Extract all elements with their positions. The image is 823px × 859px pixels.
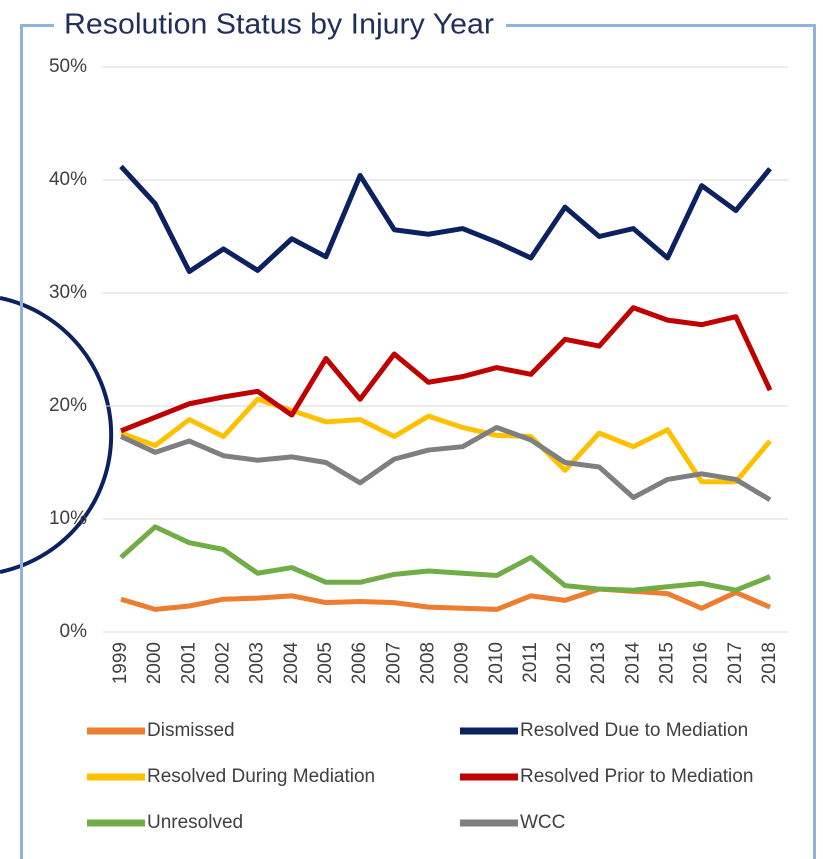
series-line bbox=[119, 524, 771, 593]
x-tick-label: 2017 bbox=[725, 642, 746, 684]
legend-label: Resolved Prior to Mediation bbox=[520, 766, 753, 787]
x-tick-label: 2010 bbox=[486, 642, 507, 684]
legend-label: Resolved During Mediation bbox=[147, 766, 375, 787]
series-line bbox=[119, 424, 772, 502]
title-background bbox=[54, 8, 506, 42]
legend-label: Dismissed bbox=[147, 720, 235, 741]
legend-label: Resolved Due to Mediation bbox=[520, 720, 748, 741]
x-tick-label: 2018 bbox=[759, 642, 780, 684]
x-tick-label: 2009 bbox=[452, 642, 473, 684]
x-tick-label: 2016 bbox=[691, 642, 712, 684]
x-tick-label: 2011 bbox=[520, 642, 541, 683]
x-tick-label: 2012 bbox=[554, 642, 575, 684]
x-tick-label: 2014 bbox=[622, 642, 643, 685]
series-line bbox=[120, 586, 771, 612]
x-tick-label: 2003 bbox=[247, 642, 268, 684]
x-tick-label: 2007 bbox=[383, 642, 404, 684]
legend-label: Unresolved bbox=[147, 812, 243, 833]
x-tick-label: 2000 bbox=[144, 642, 165, 684]
x-tick-label: 2005 bbox=[315, 642, 336, 684]
y-tick-label: 50% bbox=[49, 56, 87, 77]
x-tick-label: 2001 bbox=[178, 642, 199, 684]
y-tick-label: 30% bbox=[49, 282, 87, 303]
x-tick-label: 1999 bbox=[110, 642, 131, 684]
decoration-arc bbox=[0, 296, 114, 574]
series-line bbox=[119, 164, 772, 275]
x-tick-label: 2002 bbox=[212, 642, 233, 684]
x-tick-label: 2013 bbox=[588, 642, 609, 684]
x-tick-label: 2004 bbox=[281, 642, 302, 685]
legend-label: WCC bbox=[520, 812, 565, 833]
y-tick-label: 10% bbox=[49, 508, 87, 529]
series-line bbox=[120, 396, 772, 485]
chart-title: Resolution Status by Injury Year bbox=[64, 9, 494, 41]
x-tick-label: 2006 bbox=[349, 642, 370, 684]
series-line bbox=[120, 305, 773, 434]
y-tick-label: 20% bbox=[49, 395, 87, 416]
y-tick-label: 0% bbox=[60, 621, 88, 642]
x-tick-label: 2008 bbox=[417, 642, 438, 684]
x-tick-label: 2015 bbox=[657, 642, 678, 684]
y-tick-label: 40% bbox=[49, 169, 87, 190]
